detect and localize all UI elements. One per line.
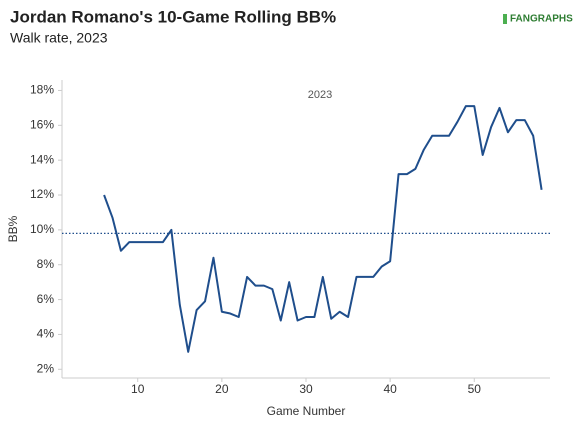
annotation: 2023 (308, 89, 332, 101)
x-tick-label: 20 (215, 382, 229, 396)
y-tick-label: 10% (30, 222, 54, 236)
chart-title: Jordan Romano's 10-Game Rolling BB% (10, 7, 336, 26)
brand: FANGRAPHS (510, 14, 573, 25)
y-tick-label: 8% (37, 257, 55, 271)
y-tick-label: 12% (30, 187, 54, 201)
chart-subtitle: Walk rate, 2023 (10, 30, 108, 46)
series-line (103, 105, 543, 353)
y-tick-label: 18% (30, 83, 54, 97)
x-tick-label: 50 (468, 382, 482, 396)
x-axis-label: Game Number (267, 404, 346, 418)
y-tick-label: 2% (37, 361, 55, 375)
y-tick-label: 6% (37, 292, 55, 306)
y-axis-label: BB% (6, 215, 20, 242)
y-tick-label: 16% (30, 117, 54, 131)
x-tick-label: 40 (383, 382, 397, 396)
y-tick-label: 14% (30, 152, 54, 166)
x-tick-label: 30 (299, 382, 313, 396)
brand-icon (503, 14, 507, 24)
y-tick-label: 4% (37, 327, 55, 341)
x-tick-label: 10 (131, 382, 145, 396)
